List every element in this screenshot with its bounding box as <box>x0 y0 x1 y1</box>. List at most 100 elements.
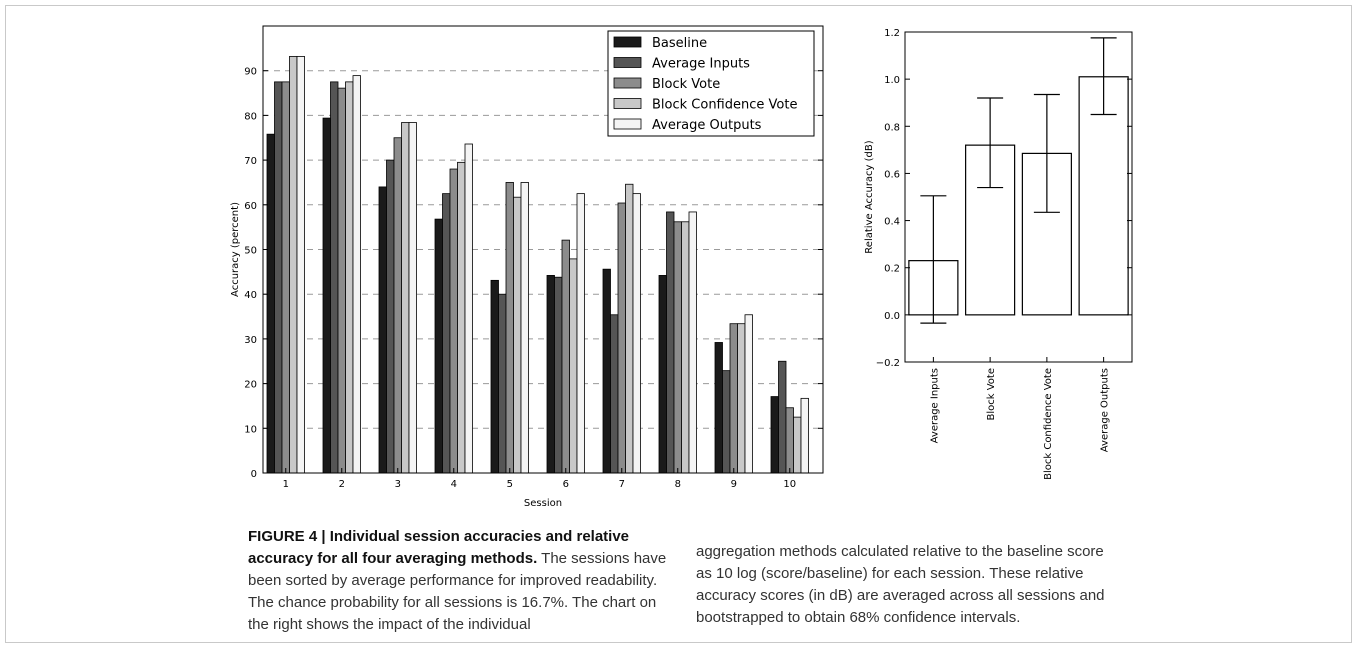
legend-swatch <box>613 98 642 109</box>
bar <box>770 396 779 474</box>
bar <box>322 117 331 474</box>
bar <box>666 211 675 474</box>
bar <box>345 81 354 474</box>
legend-swatch <box>613 118 642 130</box>
bar <box>554 276 563 474</box>
legend: Baseline Average Inputs Block Vote Block Co… <box>607 30 815 137</box>
bar <box>681 221 690 474</box>
legend-label: Average Inputs <box>652 57 750 72</box>
y-tick-label: 0.8 <box>884 122 900 133</box>
bar <box>434 218 443 474</box>
legend-label: Baseline <box>652 36 707 51</box>
bar <box>520 182 529 474</box>
y-tick-label: 0.0 <box>884 311 900 322</box>
bar <box>505 182 514 474</box>
bar <box>337 87 346 474</box>
y-tick-label: 0.6 <box>884 169 900 180</box>
bar <box>386 159 395 474</box>
bar <box>1078 76 1129 316</box>
legend-label: Block Confidence Vote <box>652 98 797 113</box>
bar <box>513 196 522 474</box>
y-tick-label: 60 <box>244 201 257 212</box>
x-tick-label: 2 <box>339 479 345 490</box>
x-tick-label: 5 <box>507 479 513 490</box>
caption-left: FIGURE 4 | Individual session accuracies… <box>248 526 668 636</box>
bar <box>561 239 570 474</box>
y-axis-label: Accuracy (percent) <box>230 202 241 297</box>
bar <box>800 397 809 474</box>
y-tick-label: 70 <box>244 156 257 167</box>
x-tick-label: 6 <box>563 479 569 490</box>
y-tick-label: 20 <box>244 380 257 391</box>
y-tick-label: 80 <box>244 111 257 122</box>
bar <box>793 416 802 474</box>
legend-swatch <box>613 36 642 48</box>
x-tick-label: 4 <box>451 479 457 490</box>
x-tick-label: Block Confidence Vote <box>1043 368 1054 480</box>
bar <box>569 258 578 474</box>
bar <box>737 323 746 474</box>
y-tick-label: 10 <box>244 424 257 435</box>
x-tick-label: 10 <box>783 479 796 490</box>
bar <box>281 81 290 474</box>
figure-frame <box>5 5 1352 643</box>
bar <box>490 279 499 474</box>
bar <box>546 275 555 474</box>
x-tick-label: 1 <box>283 479 289 490</box>
y-tick-label: 1.2 <box>884 28 900 39</box>
bar <box>274 81 283 474</box>
y-tick-label: 1.0 <box>884 75 900 86</box>
y-tick-label: 0.2 <box>884 264 900 275</box>
bar <box>442 193 451 474</box>
accuracy-chart: 0 10 20 30 40 50 60 70 80 90 1 2 3 4 5 6 7 8 9 10 Session Acc… <box>230 25 824 509</box>
bar <box>625 183 634 474</box>
legend-swatch <box>613 77 642 89</box>
caption-text-right: aggregation methods calculated relative … <box>696 543 1105 626</box>
bar <box>408 122 417 474</box>
legend-label: Average Outputs <box>652 118 762 133</box>
bar <box>449 168 458 474</box>
bar <box>602 268 611 474</box>
y-tick-label: 50 <box>244 246 257 257</box>
bar <box>617 202 626 474</box>
caption-text-left: The sessions have been sorted by average… <box>248 550 667 633</box>
bar <box>610 314 619 474</box>
x-tick-label: 8 <box>675 479 681 490</box>
caption-right: aggregation methods calculated relative … <box>696 541 1116 629</box>
bar <box>688 211 697 474</box>
y-tick-label: 90 <box>244 67 257 78</box>
y-tick-label: 0.4 <box>884 217 900 228</box>
bar <box>576 193 585 474</box>
bar <box>352 75 361 474</box>
legend-box <box>607 30 815 137</box>
bar <box>744 314 753 474</box>
bar <box>401 122 410 474</box>
y-tick-label: 0 <box>251 469 257 480</box>
bar <box>722 370 731 474</box>
y-tick-label: 40 <box>244 290 257 301</box>
x-tick-label: Average Inputs <box>929 368 940 443</box>
bar <box>632 193 641 474</box>
bar <box>296 55 305 474</box>
bar <box>658 275 667 474</box>
bar <box>778 360 787 474</box>
bar <box>330 81 339 474</box>
bar <box>457 161 466 474</box>
y-tick-label: 30 <box>244 335 257 346</box>
caption-label: FIGURE 4 | Individual session accuracies… <box>248 528 630 567</box>
legend-label: Block Vote <box>652 77 720 92</box>
bar <box>378 186 387 474</box>
x-tick-label: Block Vote <box>986 368 997 420</box>
bar <box>289 55 298 474</box>
plot-frame <box>904 31 1133 363</box>
bar <box>266 133 275 474</box>
legend-swatch <box>613 57 642 68</box>
y-axis-label: Relative Accuracy (dB) <box>864 140 875 253</box>
bar <box>393 137 402 474</box>
x-tick-label: 9 <box>731 479 737 490</box>
bar <box>729 323 738 474</box>
x-tick-label: 3 <box>395 479 401 490</box>
x-axis-label: Session <box>524 498 562 509</box>
bar <box>714 342 723 474</box>
